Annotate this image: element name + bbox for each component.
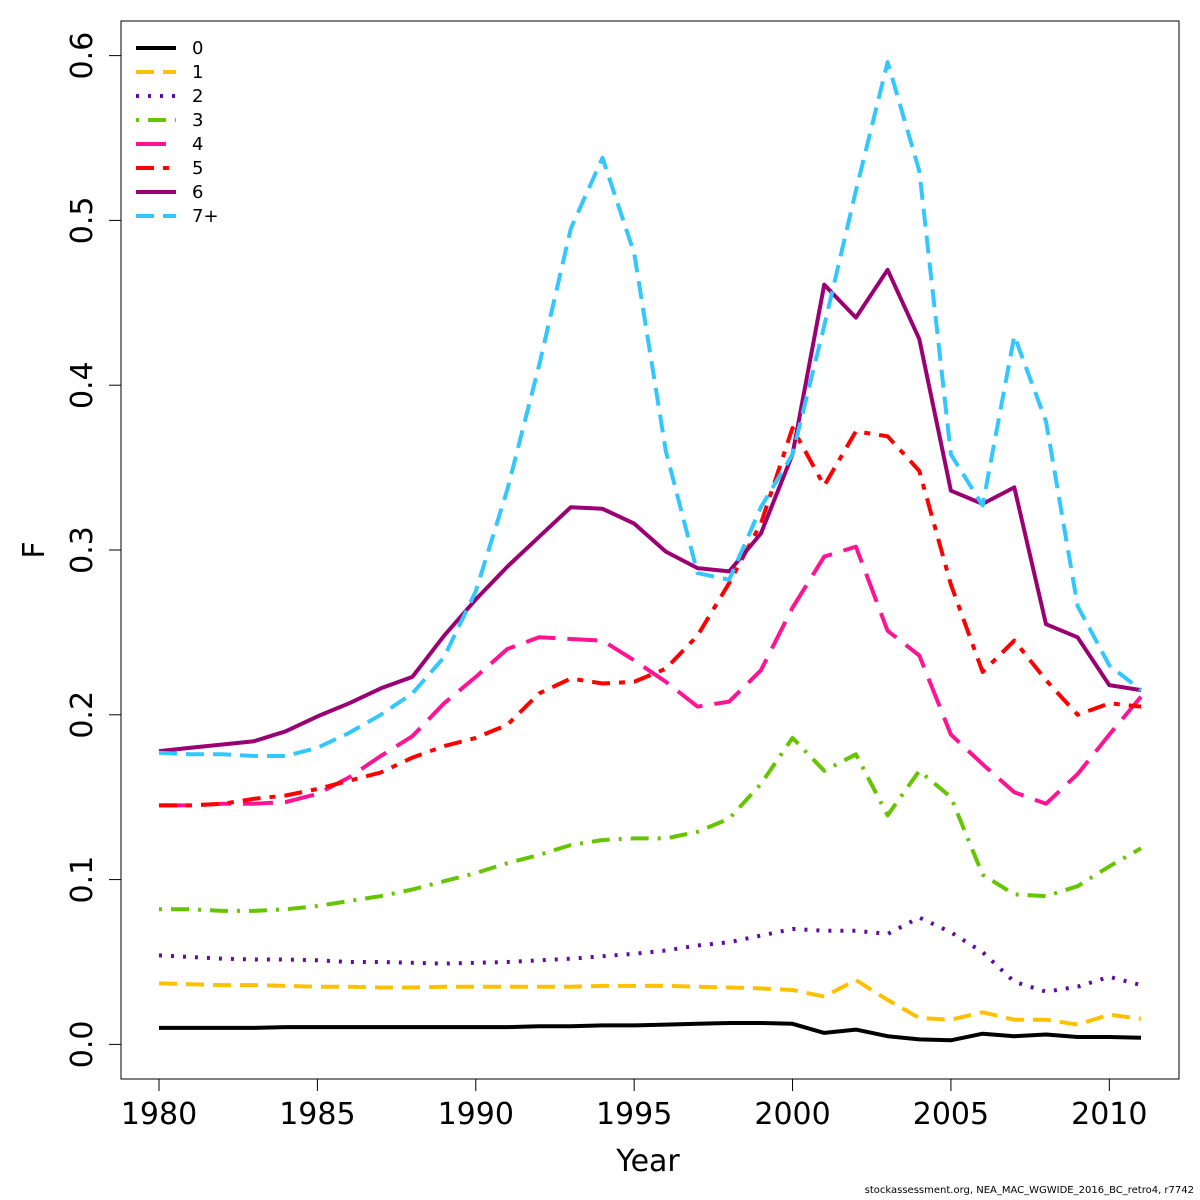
series-line-0 [159, 1021, 1142, 1043]
y-tick-label: 0.2 [65, 691, 100, 739]
y-tick-label: 0.1 [65, 856, 100, 904]
y-tick-label: 0.3 [65, 526, 100, 574]
legend-label: 5 [192, 158, 203, 179]
y-axis: 0.0 0.1 0.2 0.3 0.4 0.5 0.6 [65, 32, 122, 1069]
source-footer: stockassessment.org, NEA_MAC_WGWIDE_2016… [864, 1185, 1194, 1196]
legend-label: 0 [192, 38, 203, 59]
x-tick-label: 2000 [754, 1097, 830, 1132]
legend-label: 3 [192, 110, 203, 131]
x-tick-label: 2010 [1071, 1097, 1147, 1132]
legend-label: 6 [192, 182, 203, 203]
x-tick-label: 1995 [596, 1097, 672, 1132]
x-axis-title: Year [615, 1144, 680, 1179]
y-tick-label: 0.6 [65, 32, 100, 80]
legend-label: 7+ [192, 206, 219, 227]
x-tick-label: 1990 [438, 1097, 514, 1132]
legend-label: 1 [192, 62, 203, 83]
series-line-3 [159, 735, 1142, 913]
x-tick-label: 1980 [121, 1097, 197, 1132]
y-tick-label: 0.4 [65, 361, 100, 409]
series-line-4 [159, 544, 1143, 808]
series-line-5 [159, 426, 1142, 808]
x-tick-label: 1985 [279, 1097, 355, 1132]
legend: 0 1 2 3 4 5 6 7+ [136, 38, 219, 227]
series-line-7plus [158, 60, 1143, 758]
y-tick-label: 0.0 [65, 1021, 100, 1069]
y-axis-title: F [17, 541, 52, 558]
x-axis: 1980 1985 1990 1995 2000 2005 2010 [121, 1078, 1147, 1132]
series-line-1 [158, 978, 1142, 1027]
y-tick-label: 0.5 [65, 197, 100, 245]
legend-label: 2 [192, 86, 203, 107]
x-tick-label: 2005 [913, 1097, 989, 1132]
series-line-6 [158, 267, 1142, 754]
series-layer [158, 60, 1143, 1043]
legend-label: 4 [192, 134, 203, 155]
